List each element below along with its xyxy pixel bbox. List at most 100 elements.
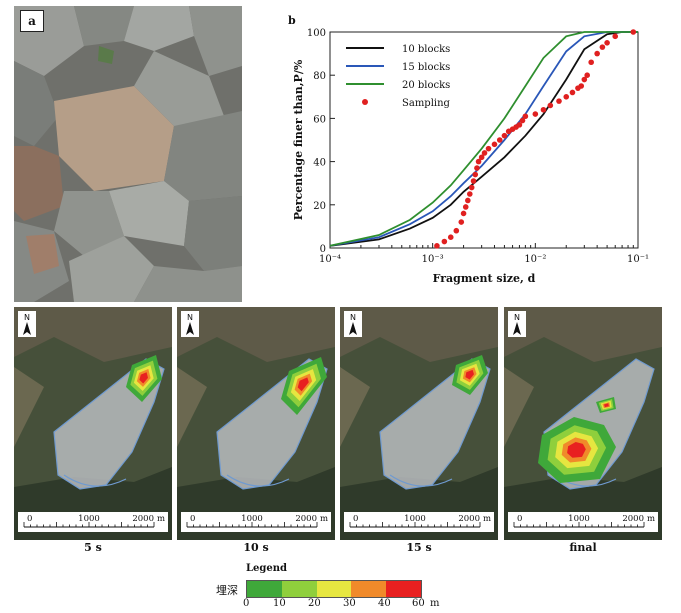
scale-label: 0 [190, 514, 195, 524]
north-arrow-label: N [350, 313, 356, 322]
legend-swatch-1 [247, 581, 282, 597]
scale-unit: m [647, 514, 655, 524]
scale-label: 2000 [458, 514, 480, 524]
sampling-point [481, 150, 488, 156]
map-caption-10s: 10 s [243, 541, 269, 554]
sampling-point [478, 154, 485, 161]
deposit-zone [567, 442, 586, 458]
plot-frame [329, 31, 639, 249]
x-tick-label: 10⁻³ [422, 254, 444, 265]
sampling-point [547, 102, 554, 109]
sampling-point [434, 243, 440, 249]
legend-entry-1: 15 blocks [402, 62, 450, 73]
deposit-zone [139, 372, 148, 384]
x-tick-label: 10⁻² [524, 254, 546, 265]
scale-label: 0 [27, 514, 32, 524]
sampling-point [501, 132, 508, 139]
sampling-point [581, 76, 588, 83]
legend-swatch-4 [351, 581, 387, 597]
legend-tick: 60 [412, 598, 425, 609]
map-caption-5s: 5 s [84, 541, 102, 554]
deposit-zone [297, 377, 309, 392]
scale-label: 1000 [78, 514, 100, 524]
legend-swatch-5 [386, 581, 421, 597]
slope-terrain [177, 367, 207, 447]
sampling-point [465, 197, 471, 204]
deposit-boundary [389, 474, 453, 487]
mountain-ridge [177, 307, 335, 362]
sampling-point [453, 227, 460, 234]
sampling-point [472, 171, 479, 178]
y-tick-label: 20 [313, 201, 326, 212]
legend-unit: m [430, 598, 440, 609]
fragment-size-chart: 0 20 40 60 80 100 10⁻⁴ 10⁻³ 10⁻² 10⁻¹ Fragment siz… [292, 28, 649, 285]
legend-tick: 10 [273, 598, 286, 609]
sampling-point [462, 204, 469, 210]
mountain-ridge [504, 307, 662, 362]
legend-color-bar [246, 580, 422, 598]
legend-swatch-2 [281, 581, 317, 597]
sampling-point [599, 44, 606, 50]
sampling-point [468, 184, 475, 191]
sampling-point [485, 145, 492, 152]
slope-terrain [504, 367, 534, 447]
series-line-0 [329, 31, 638, 247]
mountain-ridge [340, 307, 498, 362]
mountain-ridge [14, 307, 172, 362]
x-axis-label: Fragment size, d [433, 272, 536, 285]
y-tick-label: 40 [313, 158, 326, 169]
legend-entry-0: 10 blocks [402, 44, 450, 55]
scale-label: 2000 [295, 514, 317, 524]
scale-label: 1000 [568, 514, 590, 524]
deposit-zone [604, 403, 609, 408]
deposit-zone [465, 369, 474, 380]
sampling-point [578, 83, 585, 89]
sampling-point [460, 210, 467, 217]
sampling-point [496, 137, 503, 143]
slope-terrain [340, 367, 370, 447]
legend-tick: 20 [308, 598, 321, 609]
north-arrow-icon [186, 322, 194, 335]
sampling-point [522, 113, 529, 120]
scale-unit: m [157, 514, 165, 524]
sampling-point [540, 106, 547, 113]
y-tick-label: 100 [307, 28, 326, 39]
sampling-point [470, 178, 477, 184]
legend-depth-label: 埋深 [216, 584, 238, 597]
y-tick-label: 0 [320, 244, 326, 255]
sampling-point [630, 29, 637, 35]
x-tick-label: 10⁻¹ [627, 254, 649, 265]
sampling-point [475, 158, 482, 165]
sampling-point [563, 94, 570, 100]
legend-tick: 0 [243, 598, 250, 609]
sampling-point [584, 72, 590, 78]
legend-entry-3: Sampling [402, 98, 451, 109]
legend-title: Legend [246, 563, 288, 574]
rock-fragment-photo [14, 6, 242, 302]
map-10s: N 0 1000 2000 m [177, 307, 335, 540]
sampling-point [441, 238, 448, 245]
map-final: N 0 1000 2000 m [504, 307, 662, 540]
sampling-point [447, 234, 454, 240]
scale-label: 2000 [622, 514, 644, 524]
scale-label: 0 [353, 514, 358, 524]
x-tick-label: 10⁻⁴ [319, 254, 341, 265]
legend-entry-2: 20 blocks [402, 80, 450, 91]
sampling-point [467, 191, 473, 197]
deposit-boundary [63, 474, 127, 487]
y-tick-label: 60 [313, 114, 326, 125]
scale-label: 2000 [132, 514, 154, 524]
y-tick-label: 80 [313, 71, 326, 82]
sampling-point [458, 219, 465, 225]
panel-b-label: b [288, 14, 296, 27]
sampling-point [604, 40, 610, 46]
rock-photo-illustration [14, 6, 242, 302]
sampling-point [556, 98, 562, 104]
sampling-point [532, 111, 539, 117]
map-caption-final: final [569, 541, 597, 554]
scale-unit: m [320, 514, 328, 524]
north-arrow-label: N [187, 313, 193, 322]
north-arrow-icon [513, 322, 521, 335]
legend-tick: 40 [378, 598, 391, 609]
series-line-1 [329, 31, 638, 247]
